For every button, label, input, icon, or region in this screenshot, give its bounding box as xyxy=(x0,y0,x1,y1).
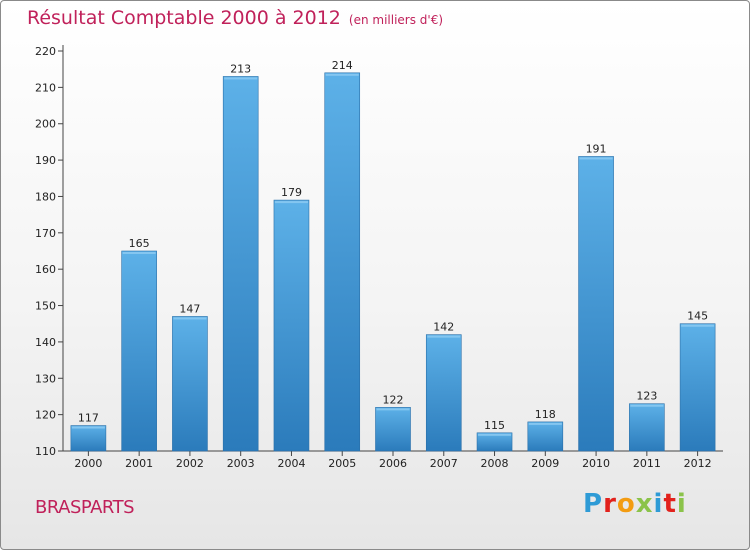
logo-letter: t xyxy=(663,489,677,519)
x-tick-label: 2002 xyxy=(176,457,204,470)
x-tick-label: 2000 xyxy=(74,457,102,470)
x-tick-label: 2003 xyxy=(227,457,255,470)
bar-highlight xyxy=(681,324,715,327)
bar-value-label: 165 xyxy=(129,237,150,250)
bar-2012 xyxy=(679,323,716,452)
x-axis: 2000 2001 2002 2003 2004 2005 2006 2007 2008 2009… xyxy=(63,450,723,470)
x-tick-label: 2010 xyxy=(582,457,610,470)
x-tick-label: 2011 xyxy=(633,457,661,470)
y-tick-label: 130 xyxy=(35,372,56,385)
logo-letter: i xyxy=(653,489,664,519)
bar-highlight xyxy=(325,73,359,76)
proxiti-logo: Proxiti xyxy=(583,489,687,519)
bar-highlight xyxy=(274,201,308,204)
bar-2000 xyxy=(70,425,107,452)
y-tick-label: 200 xyxy=(35,118,56,131)
logo-letter: x xyxy=(635,489,654,519)
y-tick-label: 150 xyxy=(35,300,56,313)
place-name: BRASPARTS xyxy=(35,497,135,518)
y-tick-label: 110 xyxy=(35,445,56,458)
y-tick-label: 210 xyxy=(35,81,56,94)
bar-2003 xyxy=(222,76,259,452)
bar-highlight xyxy=(427,335,461,338)
bar-2011 xyxy=(629,403,665,452)
y-tick-label: 160 xyxy=(35,263,56,276)
bar-value-label: 142 xyxy=(433,321,454,334)
bar-2006 xyxy=(375,407,411,452)
y-tick-label: 120 xyxy=(35,409,56,422)
bar-value-label: 123 xyxy=(636,390,657,403)
bar-highlight xyxy=(630,404,664,407)
logo-letter: r xyxy=(603,489,617,519)
y-tick-label: 140 xyxy=(35,336,56,349)
chart-title: Résultat Comptable 2000 à 2012 (en millie… xyxy=(27,7,443,29)
bar-2001 xyxy=(121,250,157,452)
bar-2007 xyxy=(425,334,462,452)
bar-value-label: 191 xyxy=(586,142,607,155)
chart-title-text: Résultat Comptable 2000 à 2012 xyxy=(27,7,341,29)
x-tick-label: 2012 xyxy=(684,457,712,470)
bar-value-label: 179 xyxy=(281,186,302,199)
bar-value-label: 118 xyxy=(535,408,556,421)
x-tick-label: 2001 xyxy=(125,457,153,470)
bar-2008 xyxy=(476,432,513,452)
logo-letter: o xyxy=(616,489,636,519)
bar-highlight xyxy=(579,157,613,160)
bar-highlight xyxy=(224,77,258,80)
bar-value-label: 115 xyxy=(484,419,505,432)
bar-value-label: 145 xyxy=(687,310,708,323)
bar-highlight xyxy=(71,426,105,429)
x-tick-label: 2005 xyxy=(328,457,356,470)
bar-value-label: 214 xyxy=(332,59,353,72)
bar-value-label: 147 xyxy=(179,302,200,315)
bar-highlight xyxy=(528,422,562,425)
y-axis: 110 120 130 140 150 160 170 180 190 200 210 220 xyxy=(35,45,64,458)
x-tick-label: 2004 xyxy=(277,457,305,470)
y-tick-label: 220 xyxy=(35,45,56,58)
bar-2009 xyxy=(527,421,564,452)
bar-highlight xyxy=(376,408,410,411)
bar-2010 xyxy=(578,156,614,452)
x-tick-label: 2007 xyxy=(430,457,458,470)
bar-2005 xyxy=(324,72,361,452)
bar-2002 xyxy=(172,316,208,452)
chart-subtitle: (en milliers d'€) xyxy=(348,13,444,27)
logo-letter: P xyxy=(583,489,604,519)
x-tick-label: 2008 xyxy=(481,457,509,470)
x-tick-label: 2006 xyxy=(379,457,407,470)
logo-letter: i xyxy=(676,489,687,519)
y-tick-label: 170 xyxy=(35,227,56,240)
bar-value-label: 117 xyxy=(78,412,99,425)
bar-highlight xyxy=(478,433,512,436)
x-tick-label: 2009 xyxy=(531,457,559,470)
bar-value-label: 122 xyxy=(383,393,404,406)
y-tick-label: 180 xyxy=(35,190,56,203)
y-tick-label: 190 xyxy=(35,154,56,167)
bar-2004 xyxy=(273,199,310,452)
bar-value-labels: 117 165 147 213 179 214 122 142 115 118 191 123 145 xyxy=(78,59,708,432)
bar-highlight xyxy=(173,317,207,320)
bar-highlight xyxy=(122,252,156,254)
bar-value-label: 213 xyxy=(230,62,251,75)
bar-series xyxy=(70,72,716,452)
